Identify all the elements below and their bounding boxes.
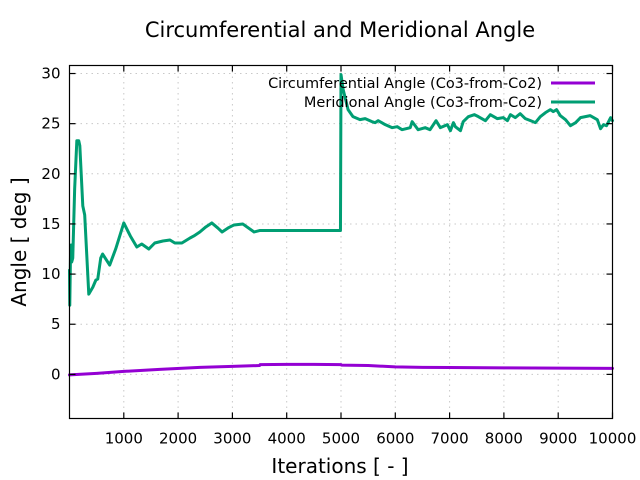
x-axis-label: Iterations [ - ] bbox=[271, 454, 408, 478]
series-line-circumferential bbox=[68, 362, 614, 377]
x-tick-label: 3000 bbox=[213, 430, 251, 448]
x-tick-label: 10000 bbox=[589, 430, 637, 448]
x-tick-label: 1000 bbox=[105, 430, 143, 448]
y-tick-label: 20 bbox=[41, 165, 60, 183]
legend: Circumferential Angle (Co3-from-Co2) Mer… bbox=[268, 76, 595, 111]
legend-label-circumferential: Circumferential Angle (Co3-from-Co2) bbox=[268, 76, 542, 92]
x-tick-label: 2000 bbox=[159, 430, 197, 448]
x-tick-label: 6000 bbox=[376, 430, 414, 448]
y-tick-label: 10 bbox=[41, 265, 60, 283]
ticks: 1000 2000 3000 4000 5000 6000 7000 8000 9000 1000… bbox=[41, 65, 636, 448]
y-tick-label: 15 bbox=[41, 215, 60, 233]
series-layer bbox=[68, 73, 614, 377]
y-tick-label: 0 bbox=[51, 365, 61, 383]
chart-title: Circumferential and Meridional Angle bbox=[145, 18, 535, 42]
y-tick-label: 25 bbox=[41, 115, 60, 133]
legend-label-meridional: Meridional Angle (Co3-from-Co2) bbox=[304, 95, 542, 111]
y-tick-label: 5 bbox=[51, 315, 61, 333]
x-tick-label: 7000 bbox=[431, 430, 469, 448]
series-line-meridional bbox=[68, 73, 614, 307]
x-tick-label: 9000 bbox=[539, 430, 577, 448]
y-tick-label: 30 bbox=[41, 65, 60, 83]
x-tick-label: 5000 bbox=[322, 430, 360, 448]
y-axis-label: Angle [ deg ] bbox=[7, 177, 31, 306]
x-tick-label: 8000 bbox=[485, 430, 523, 448]
x-tick-label: 4000 bbox=[268, 430, 306, 448]
